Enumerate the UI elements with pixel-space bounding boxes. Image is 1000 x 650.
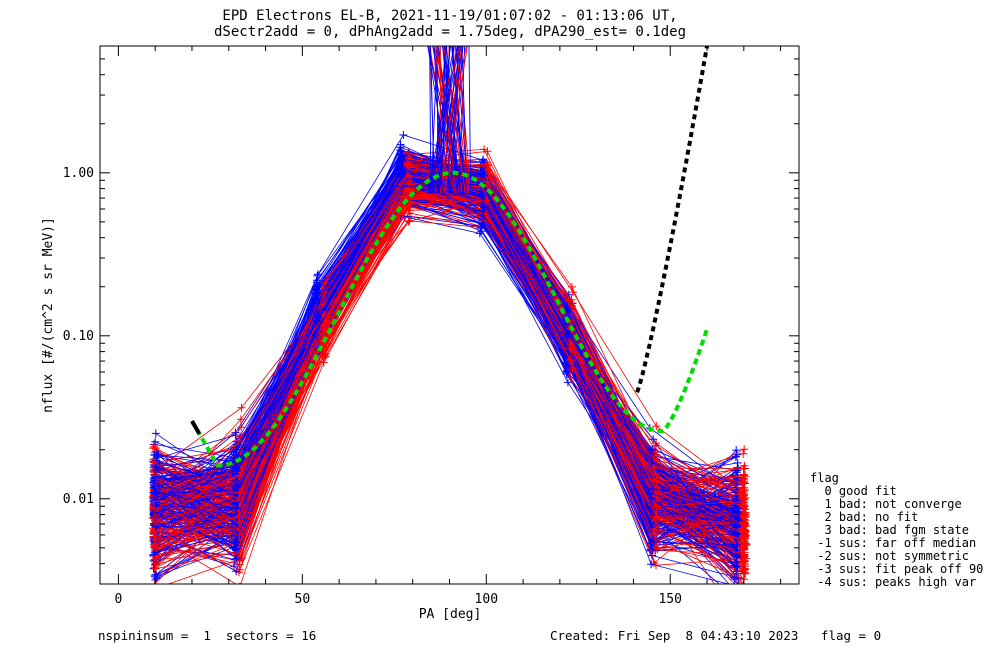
spin-trace-line	[157, 171, 746, 510]
spin-trace-line	[153, 187, 744, 537]
spin-trace-line	[153, 199, 745, 507]
chart-title-line1: EPD Electrons EL-B, 2021-11-19/01:07:02 …	[222, 8, 677, 24]
y-axis-label: nflux [#/(cm^2 s sr MeV)]	[41, 217, 56, 413]
y-tick-label: 0.01	[63, 492, 94, 507]
saturated-trace	[427, 46, 452, 194]
saturated-trace	[439, 46, 463, 194]
saturated-trace	[436, 46, 458, 194]
legend-item: -3 sus: fit peak off 90	[810, 562, 983, 576]
spin-trace-markers	[152, 165, 742, 523]
legend-item: 1 bad: not converge	[810, 497, 962, 511]
saturated-trace	[427, 46, 455, 194]
chart-title-line2: dSectr2add = 0, dPhAng2add = 1.75deg, dP…	[214, 24, 686, 40]
fit-curve	[190, 170, 709, 468]
legend-title: flag	[810, 471, 839, 485]
y-tick-label: 1.00	[63, 166, 94, 181]
spin-trace-line	[154, 169, 744, 524]
saturated-trace	[429, 46, 432, 194]
x-tick-label: 150	[658, 592, 681, 607]
legend-item: 0 good fit	[810, 484, 897, 498]
legend-item: 3 bad: bad fgm state	[810, 523, 969, 537]
spin-trace-line	[154, 163, 743, 492]
footer-left: nspininsum = 1 sectors = 16	[98, 628, 316, 643]
data-layer	[148, 46, 751, 584]
footer-right: Created: Fri Sep 8 04:43:10 2023 flag = …	[550, 628, 881, 643]
spin-trace-line	[154, 198, 737, 554]
x-tick-label: 50	[295, 592, 311, 607]
spin-trace	[149, 196, 749, 511]
saturated-trace	[445, 46, 450, 194]
spin-trace-line	[154, 198, 745, 544]
spin-trace	[150, 166, 748, 528]
legend-item: 2 bad: no fit	[810, 510, 918, 524]
x-tick-label: 0	[114, 592, 122, 607]
x-axis-label: PA [deg]	[419, 607, 482, 622]
spin-trace-line	[155, 202, 737, 576]
saturated-trace	[457, 46, 470, 194]
legend-item: -1 sus: far off median	[810, 536, 976, 550]
saturated-traces	[427, 46, 472, 194]
saturated-trace	[468, 46, 472, 194]
saturated-trace	[435, 46, 462, 194]
y-tick-label: 0.10	[63, 329, 94, 344]
fit-curve-start	[190, 420, 202, 435]
saturated-trace	[429, 46, 456, 194]
saturated-trace	[461, 46, 468, 194]
legend-item: -4 sus: peaks high var	[810, 575, 976, 589]
fit-tail-black	[635, 46, 709, 393]
saturated-trace	[442, 46, 458, 194]
saturated-trace	[439, 46, 451, 194]
spin-trace	[150, 182, 741, 549]
x-tick-label: 100	[475, 592, 498, 607]
spin-trace-markers	[149, 196, 749, 511]
legend: flag 0 good fit 1 bad: not converge 2 ba…	[810, 471, 983, 589]
axes-layer: 0 50 100 150 0.01 0.10 1.00	[63, 45, 799, 607]
saturated-trace	[436, 46, 451, 194]
spin-trace-line	[154, 191, 736, 578]
saturated-trace	[443, 46, 466, 194]
legend-item: -2 sus: not symmetric	[810, 549, 969, 563]
spin-trace-line	[153, 197, 740, 584]
spin-trace-line	[154, 185, 737, 546]
